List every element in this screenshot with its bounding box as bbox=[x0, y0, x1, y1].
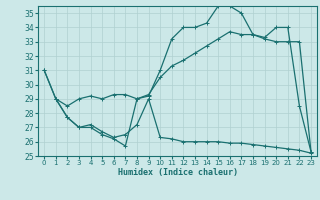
X-axis label: Humidex (Indice chaleur): Humidex (Indice chaleur) bbox=[118, 168, 238, 177]
